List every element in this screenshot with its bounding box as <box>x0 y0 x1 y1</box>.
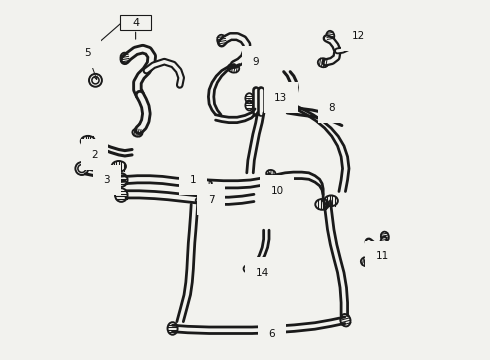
Text: 5: 5 <box>84 48 91 58</box>
FancyBboxPatch shape <box>120 15 151 31</box>
Text: 4: 4 <box>132 18 139 28</box>
Text: 7: 7 <box>208 195 214 205</box>
Text: 8: 8 <box>328 103 335 113</box>
Text: 3: 3 <box>103 175 110 185</box>
Text: 6: 6 <box>269 329 275 339</box>
Text: 2: 2 <box>91 150 98 160</box>
Text: 10: 10 <box>270 186 284 196</box>
Text: 1: 1 <box>190 175 196 185</box>
Text: 14: 14 <box>256 267 269 278</box>
Text: 9: 9 <box>252 57 259 67</box>
Text: 11: 11 <box>375 251 389 261</box>
Text: 13: 13 <box>274 93 288 103</box>
Text: 12: 12 <box>351 31 365 41</box>
